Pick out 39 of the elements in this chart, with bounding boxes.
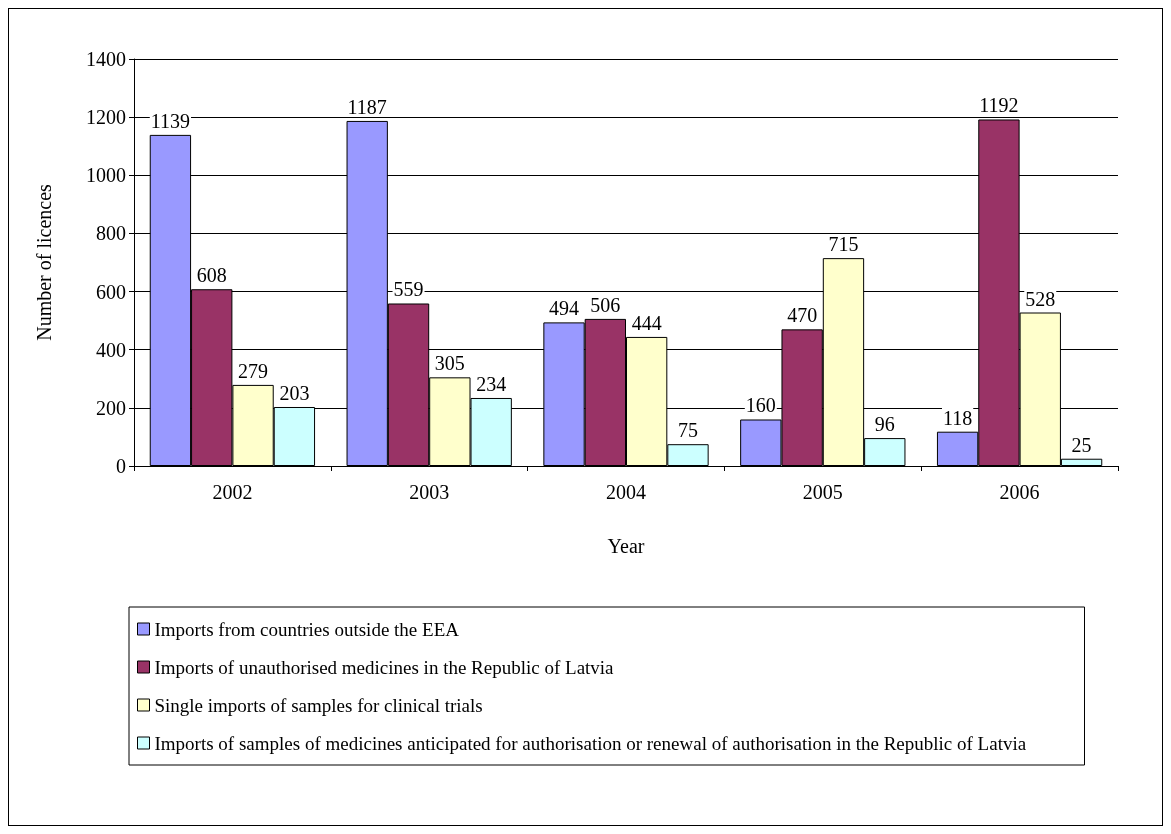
y-axis-title: Number of licences [33,183,55,341]
y-tick-label: 800 [96,222,126,245]
data-label: 96 [874,413,895,436]
data-label: 506 [590,293,621,316]
data-label: 1187 [347,95,387,118]
x-tick-label: 2002 [212,481,253,503]
data-label: 75 [677,419,698,442]
data-label: 1139 [150,109,191,132]
data-label: 234 [476,372,507,395]
data-label: 25 [1071,433,1092,456]
x-tick-label: 2005 [802,481,843,503]
data-label: 608 [196,264,227,287]
y-tick-label: 0 [116,455,126,477]
data-label: 279 [238,359,269,382]
data-label: 528 [1025,287,1056,310]
data-label: 203 [279,381,310,404]
legend-label: Single imports of samples for clinical trials [154,694,483,716]
legend-label: Imports of samples of medicines anticipated for authorisation or renewal of authorisation in the Republic of Latvia [154,732,1027,754]
data-label: 494 [549,297,580,320]
x-tick-label: 2004 [606,481,646,503]
data-label: 715 [828,233,859,256]
y-tick-label: 600 [96,280,126,303]
data-label: 559 [393,278,424,301]
data-label: 1192 [979,94,1019,117]
x-axis-title: Year [607,535,645,557]
y-tick-label: 200 [96,396,126,419]
y-tick-label: 1400 [86,48,126,70]
data-label: 444 [631,311,662,334]
legend-label: Imports of unauthorised medicines in the Republic of Latvia [154,656,615,678]
x-tick-label: 2006 [999,481,1040,503]
y-tick-label: 400 [96,338,126,361]
data-label: 470 [787,304,818,327]
y-tick-label: 1000 [86,164,126,187]
legend-label: Imports from countries outside the EEA [154,618,460,640]
data-label: 118 [942,406,973,429]
data-label: 305 [434,352,465,375]
x-tick-label: 2003 [409,481,450,503]
y-tick-label: 1200 [86,106,126,129]
data-label: 160 [745,394,776,417]
